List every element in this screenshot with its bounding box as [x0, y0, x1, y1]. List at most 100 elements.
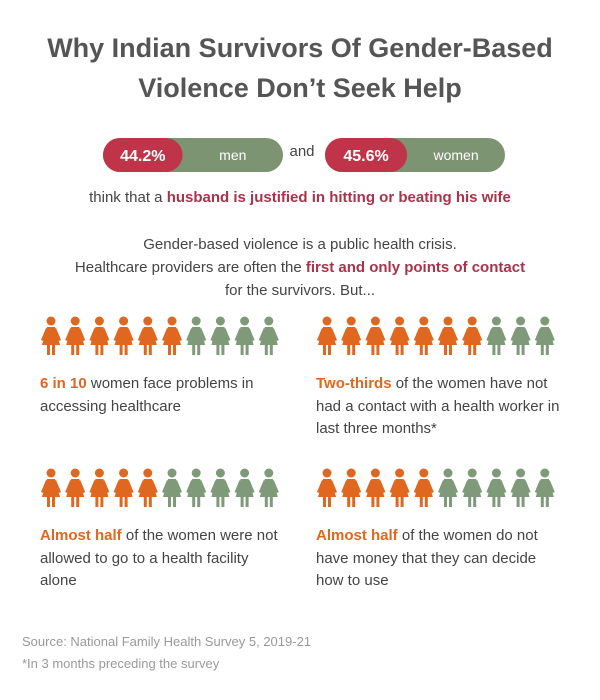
- icon-leg: [216, 496, 220, 507]
- person-icon: [89, 316, 110, 355]
- person-icon: [258, 316, 279, 355]
- icon-leg: [323, 496, 326, 507]
- icon-head: [346, 316, 356, 326]
- person-icon: [41, 316, 61, 355]
- person-icon: [365, 468, 386, 507]
- person-icon: [317, 468, 337, 507]
- icon-leg: [424, 496, 428, 507]
- icon-head: [467, 468, 477, 478]
- person-icon: [137, 468, 158, 507]
- icon-leg: [419, 496, 423, 507]
- person-icon: [162, 468, 182, 507]
- icon-leg: [76, 496, 80, 507]
- panel-text: Two-thirds of the women have not had a c…: [316, 373, 561, 441]
- icon-head: [395, 468, 405, 478]
- icon-head: [516, 468, 526, 478]
- person-icon: [462, 468, 483, 507]
- icon-leg: [352, 496, 356, 507]
- icon-leg: [240, 344, 244, 355]
- icon-leg: [221, 344, 225, 355]
- icon-arms: [413, 328, 434, 341]
- icon-leg: [347, 344, 351, 355]
- person-icon: [65, 316, 86, 355]
- person-icon: [317, 316, 337, 355]
- icon-arms: [317, 480, 337, 493]
- pill-value: 45.6%: [343, 148, 388, 165]
- icon-row: [41, 468, 279, 507]
- person-icon: [438, 316, 458, 355]
- person-icon: [65, 468, 86, 507]
- icon-leg: [328, 344, 331, 355]
- source: Source: National Family Health Survey 5,…: [22, 634, 312, 649]
- icon-head: [370, 316, 380, 326]
- panel-body: of the women were not allowed to go to a…: [40, 527, 278, 589]
- person-icon: [113, 468, 134, 507]
- person-icon: [258, 468, 279, 507]
- icon-arms: [137, 480, 158, 493]
- icon-arms: [89, 328, 110, 341]
- icon-leg: [516, 344, 520, 355]
- person-icon: [210, 316, 231, 355]
- icon-row: [317, 468, 555, 507]
- person-icon: [162, 316, 182, 355]
- icon-arms: [534, 328, 555, 341]
- icon-leg: [119, 344, 123, 355]
- panel-lead: Two-thirds: [316, 375, 392, 392]
- panel-body: of the women have not had a contact with…: [316, 375, 560, 437]
- icon-arms: [389, 328, 410, 341]
- icon-head: [119, 316, 129, 326]
- icon-leg: [119, 496, 123, 507]
- icon-arms: [341, 328, 362, 341]
- panel-lead: Almost half: [316, 527, 398, 544]
- icon-arms: [462, 480, 483, 493]
- icon-arms: [365, 328, 386, 341]
- icon-arms: [486, 328, 507, 341]
- icon-leg: [328, 496, 331, 507]
- icon-head: [322, 316, 332, 326]
- icon-leg: [400, 496, 404, 507]
- icon-head: [419, 316, 429, 326]
- intro: Gender-based violence is a public health…: [0, 233, 600, 302]
- icon-head: [264, 316, 274, 326]
- intro-line: Gender-based violence is a public health…: [143, 236, 457, 253]
- icon-leg: [52, 496, 55, 507]
- icon-arms: [438, 480, 458, 493]
- icon-leg: [148, 496, 152, 507]
- intro-highlight: first and only points of contact: [305, 259, 526, 276]
- icon-leg: [71, 344, 75, 355]
- icon-leg: [124, 344, 128, 355]
- pill-value: 44.2%: [120, 148, 165, 165]
- icon-leg: [95, 496, 99, 507]
- icon-row: [41, 316, 279, 355]
- icon-arms: [210, 480, 231, 493]
- icon-head: [540, 316, 550, 326]
- icon-arms: [186, 328, 207, 341]
- person-icon: [234, 468, 255, 507]
- person-icon: [510, 468, 531, 507]
- icon-arms: [317, 328, 337, 341]
- icon-head: [443, 468, 453, 478]
- icon-leg: [71, 496, 75, 507]
- person-icon: [389, 468, 410, 507]
- icon-arms: [234, 480, 255, 493]
- panel-text: Almost half of the women do not have mon…: [316, 525, 561, 593]
- icon-head: [70, 468, 80, 478]
- panel-text: 6 in 10 women face problems in accessing…: [40, 373, 285, 418]
- icon-leg: [444, 496, 447, 507]
- icon-head: [516, 316, 526, 326]
- icon-arms: [258, 328, 279, 341]
- icon-arms: [186, 480, 207, 493]
- icon-leg: [245, 496, 249, 507]
- icon-leg: [168, 344, 171, 355]
- icon-head: [395, 316, 405, 326]
- person-icon: [389, 316, 410, 355]
- icon-arms: [162, 328, 182, 341]
- person-icon: [186, 316, 207, 355]
- person-icon: [234, 316, 255, 355]
- joiner: and: [289, 143, 314, 160]
- icon-leg: [371, 344, 375, 355]
- icon-arms: [389, 480, 410, 493]
- icon-arms: [462, 328, 483, 341]
- icon-head: [143, 316, 153, 326]
